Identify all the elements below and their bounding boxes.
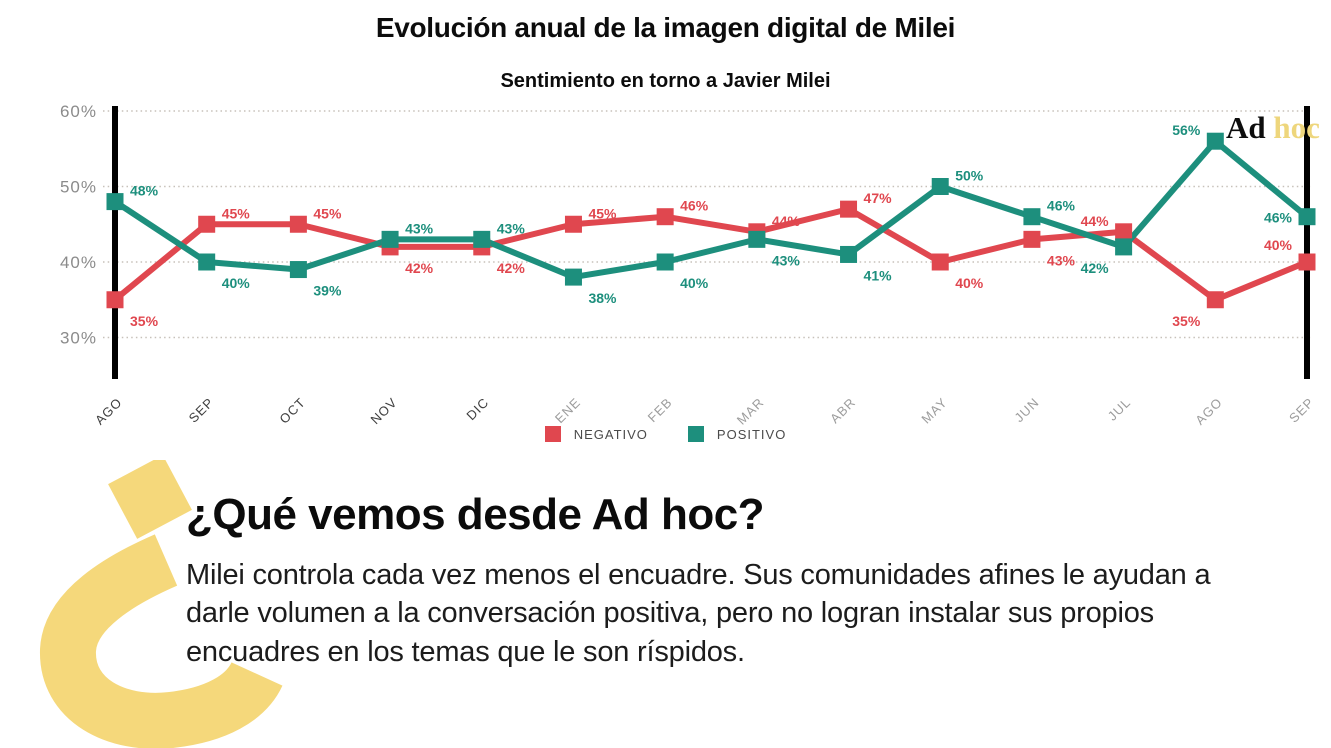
svg-text:43%: 43%	[497, 220, 526, 236]
svg-text:45%: 45%	[588, 205, 617, 221]
svg-text:JUN: JUN	[1011, 395, 1042, 426]
svg-text:60%: 60%	[60, 102, 97, 121]
svg-text:44%: 44%	[1081, 213, 1110, 229]
svg-text:44%: 44%	[772, 213, 801, 229]
chart-title: Evolución anual de la imagen digital de …	[375, 12, 956, 43]
svg-text:46%: 46%	[1047, 198, 1076, 214]
svg-text:56%: 56%	[1172, 122, 1201, 138]
svg-text:30%: 30%	[60, 329, 97, 348]
adhoc-logo-hoc: hoc	[1273, 110, 1320, 145]
svg-text:OCT: OCT	[276, 395, 308, 427]
svg-text:43%: 43%	[1047, 252, 1076, 268]
svg-text:DIC: DIC	[463, 395, 492, 424]
commentary-heading: ¿Qué vemos desde Ad hoc?	[186, 490, 765, 539]
svg-text:40%: 40%	[1264, 237, 1293, 253]
svg-text:50%: 50%	[955, 168, 984, 184]
svg-text:45%: 45%	[313, 205, 342, 221]
svg-text:38%: 38%	[588, 290, 617, 306]
svg-text:MAY: MAY	[918, 395, 950, 427]
svg-text:MAR: MAR	[734, 395, 767, 428]
legend-item-negativo: NEGATIVO	[544, 426, 648, 442]
adhoc-logo: Ad hoc	[1226, 110, 1320, 146]
svg-text:SEP: SEP	[1286, 395, 1317, 426]
svg-text:JUL: JUL	[1105, 395, 1134, 424]
svg-text:NOV: NOV	[368, 395, 401, 428]
negativo-swatch-icon	[544, 426, 561, 442]
svg-text:ENE: ENE	[552, 395, 584, 427]
svg-text:43%: 43%	[405, 220, 434, 236]
svg-text:40%: 40%	[222, 275, 251, 291]
svg-text:42%: 42%	[497, 260, 526, 276]
svg-text:AGO: AGO	[92, 395, 125, 428]
svg-text:40%: 40%	[60, 253, 97, 272]
svg-text:45%: 45%	[222, 205, 251, 221]
svg-text:39%: 39%	[313, 283, 342, 299]
svg-text:FEB: FEB	[645, 395, 676, 426]
chart-subtitle: Sentimiento en torno a Javier Milei	[500, 70, 831, 92]
svg-text:43%: 43%	[772, 252, 801, 268]
svg-text:42%: 42%	[405, 260, 434, 276]
svg-text:35%: 35%	[1172, 313, 1201, 329]
svg-text:41%: 41%	[864, 267, 893, 283]
svg-text:40%: 40%	[955, 275, 984, 291]
legend-label-positivo: POSITIVO	[716, 426, 787, 442]
svg-text:SEP: SEP	[186, 395, 217, 426]
svg-text:46%: 46%	[1264, 210, 1293, 226]
chart-legend: NEGATIVO POSITIVO	[0, 426, 1331, 442]
positivo-swatch-icon	[687, 426, 704, 442]
legend-label-negativo: NEGATIVO	[573, 426, 648, 442]
svg-text:35%: 35%	[130, 313, 159, 329]
svg-text:ABR: ABR	[827, 395, 859, 427]
legend-item-positivo: POSITIVO	[687, 426, 787, 442]
adhoc-logo-ad: Ad	[1226, 110, 1266, 145]
svg-text:47%: 47%	[864, 190, 893, 206]
sentiment-line-chart: 60% 50% 40% 30% 48% 35% 45% 40% 45% 39% 43% 42% 43% 4…	[60, 102, 1317, 428]
svg-text:40%: 40%	[680, 275, 709, 291]
svg-text:AGO: AGO	[1192, 395, 1225, 428]
commentary-body: Milei controla cada vez menos el encuadr…	[186, 559, 1211, 668]
svg-text:46%: 46%	[680, 198, 709, 214]
svg-text:48%: 48%	[130, 183, 159, 199]
svg-text:50%: 50%	[60, 178, 97, 197]
svg-text:42%: 42%	[1081, 260, 1110, 276]
inverted-question-mark-icon	[40, 460, 283, 748]
